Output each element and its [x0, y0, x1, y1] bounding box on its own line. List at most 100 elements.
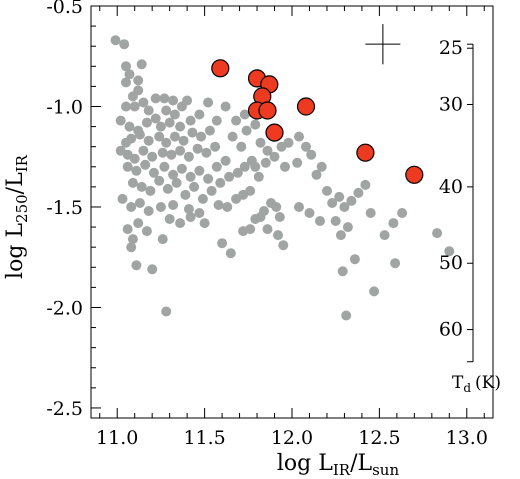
td-tick-label: 30 [439, 93, 463, 115]
td-scale-label: Td (K) [452, 373, 501, 395]
sample-point [176, 163, 187, 174]
sample-point [159, 93, 170, 104]
highlight-point [258, 101, 277, 120]
sample-point [194, 165, 205, 176]
dust-temperature-scale: 25 30 40 50 60 [439, 37, 474, 363]
x-axis-label: log LIR/Lsun [277, 451, 400, 479]
sample-point [253, 171, 264, 182]
sample-point [189, 181, 200, 192]
sample-point [217, 238, 228, 249]
sample-point [168, 169, 179, 180]
sample-point [150, 93, 161, 104]
sample-point [232, 167, 243, 178]
sample-point [127, 91, 138, 102]
sample-point [121, 77, 131, 88]
sample-point [155, 121, 166, 132]
td-tick-label: 40 [439, 176, 463, 198]
sample-point [255, 137, 266, 148]
sample-point [353, 187, 364, 198]
sample-point [159, 161, 170, 172]
sample-point [143, 206, 154, 216]
y-tick-label: -0.5 [46, 0, 83, 18]
sample-point [143, 135, 154, 146]
sample-point [171, 177, 182, 188]
sample-point [203, 97, 214, 108]
sample-point [211, 161, 222, 172]
sample-point [360, 179, 371, 190]
sample-point [178, 135, 189, 146]
sample-point [187, 127, 198, 138]
sample-point [245, 224, 256, 235]
td-tick-label: 25 [439, 37, 463, 59]
sample-point [241, 125, 252, 136]
sample-point [390, 258, 401, 269]
sample-point [306, 149, 317, 160]
sample-point [164, 117, 175, 128]
sample-point [250, 119, 261, 130]
sample-point [129, 101, 140, 112]
sample-point [203, 173, 214, 184]
sample-point [341, 310, 352, 321]
sample-point [227, 131, 238, 142]
sample-point [262, 145, 273, 156]
y-axis-label: log L250/LIR [3, 154, 31, 279]
sample-point [110, 35, 121, 46]
sample-point [239, 161, 250, 172]
sample-point [301, 141, 311, 152]
error-bar [365, 24, 401, 65]
sample-point [127, 177, 138, 188]
sample-point [259, 206, 269, 216]
sample-point [222, 202, 233, 212]
sample-point [346, 195, 357, 206]
sample-point [432, 228, 443, 239]
sample-point [138, 145, 149, 156]
sample-point [183, 204, 194, 214]
sample-point [154, 175, 165, 186]
sample-point [201, 147, 212, 158]
td-tick-label: 50 [439, 252, 463, 274]
sample-point [154, 131, 165, 142]
y-tick-label: -2.0 [46, 297, 83, 319]
sample-point [239, 109, 250, 120]
sample-point [397, 208, 408, 218]
sample-point [169, 109, 180, 120]
sample-point [161, 105, 172, 116]
sample-point [122, 224, 133, 235]
sample-point [126, 202, 137, 212]
sample-point [194, 208, 205, 218]
sample-point [315, 216, 325, 226]
sample-point [145, 185, 156, 196]
sample-point [182, 95, 193, 106]
sample-point [369, 286, 380, 297]
sample-point [274, 212, 285, 222]
sample-point [138, 97, 149, 108]
sample-point [119, 39, 130, 50]
sample-point [162, 183, 173, 194]
sample-point [133, 75, 144, 86]
sample-point [161, 137, 172, 148]
sample-point [122, 161, 133, 172]
y-tick-label: -1.5 [46, 197, 83, 219]
sample-point [194, 109, 205, 120]
sample-point [134, 129, 145, 140]
sample-point [210, 141, 221, 152]
sample-point [327, 198, 338, 208]
sample-point [245, 185, 256, 196]
sample-point [260, 157, 271, 168]
highlight-point [211, 59, 230, 78]
sample-point [136, 181, 147, 192]
sample-point [342, 222, 353, 233]
sample-point [180, 189, 191, 200]
sample-point [335, 230, 346, 241]
sample-point [349, 254, 360, 265]
sample-point [157, 234, 168, 245]
sample-point [322, 185, 332, 196]
highlight-point [356, 143, 375, 162]
sample-point [121, 101, 131, 112]
sample-point [337, 266, 348, 277]
sample-point [304, 208, 315, 218]
sample-point [294, 202, 304, 212]
sample-point [262, 224, 273, 235]
sample-point [273, 230, 283, 241]
y-tick-label: -1.0 [46, 96, 83, 118]
